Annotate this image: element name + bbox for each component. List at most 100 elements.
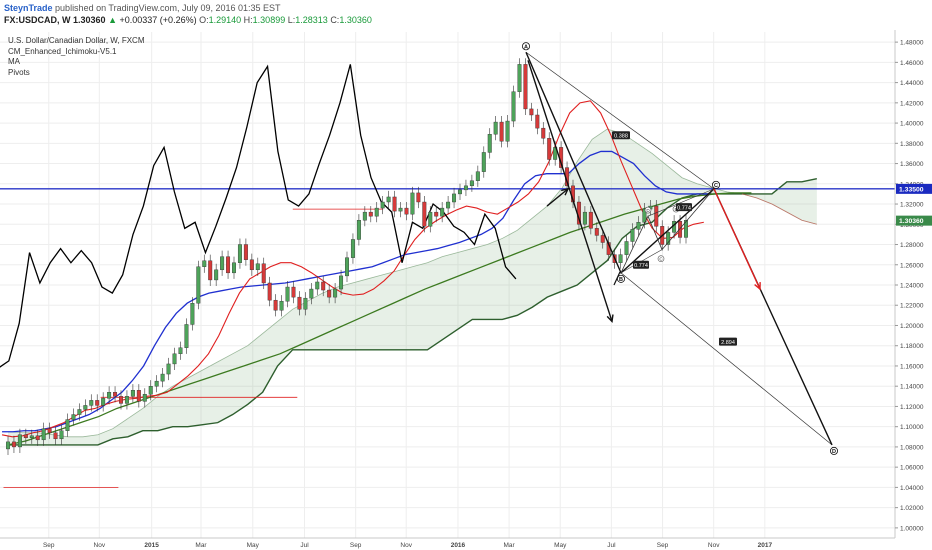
candle-body xyxy=(35,435,40,441)
candle-body xyxy=(624,241,629,255)
candle-body xyxy=(107,392,112,399)
candle-body xyxy=(291,286,296,298)
candle-body xyxy=(130,390,135,397)
candle-body xyxy=(535,114,540,129)
axes-layer: 1.48000 1.46000 1.44000 1.42000 1.40000 1.380… xyxy=(0,30,932,550)
legend-item-ichimoku[interactable]: CM_Enhanced_Ichimoku-V5.1 xyxy=(8,46,117,56)
point-d-label-circle xyxy=(830,446,839,455)
open-value: 1.29140 xyxy=(208,15,242,25)
candle-body xyxy=(636,222,641,230)
candle-body xyxy=(184,324,189,348)
candle-body xyxy=(339,275,344,290)
candle-body xyxy=(386,196,391,203)
cloud-span-a xyxy=(7,128,817,438)
candle-body xyxy=(83,405,88,410)
candle-body xyxy=(505,120,510,142)
candle-body xyxy=(172,353,177,365)
low-label: L: xyxy=(287,15,296,25)
author-name[interactable]: SteynTrade xyxy=(4,3,53,13)
candle-body xyxy=(154,380,159,387)
x-tick-label: 2016 xyxy=(451,542,466,549)
candle-body xyxy=(321,281,326,291)
candle-body xyxy=(142,394,147,402)
x-tick-label: Jul xyxy=(607,542,616,549)
candle-body xyxy=(124,396,129,404)
candle-body xyxy=(434,211,439,217)
candle-body xyxy=(202,260,207,267)
x-tick-label: Sep xyxy=(43,542,55,549)
x-tick-label: Sep xyxy=(657,542,669,549)
candle-body xyxy=(440,207,445,217)
price-chart[interactable]: ABCDDCB0.3882.8940.7740.7741.480001.4600… xyxy=(0,30,932,550)
candle-body xyxy=(416,192,421,203)
candle-body xyxy=(297,296,302,310)
small-point-d-label: D xyxy=(646,208,650,213)
fib-label-ac: 0.388 xyxy=(614,133,628,139)
small-point-c-label-circle xyxy=(657,255,665,262)
point-a-label: A xyxy=(524,44,528,50)
legend-item-pivots[interactable]: Pivots xyxy=(8,67,30,77)
candle-body xyxy=(392,196,397,212)
candle-body xyxy=(214,269,219,281)
fib-label-bd: 2.894 xyxy=(721,340,735,346)
candle-body xyxy=(684,220,688,238)
candle-body xyxy=(511,91,516,122)
y-tick-label: 1.44000 xyxy=(900,80,924,87)
close-value: 1.30360 xyxy=(339,15,372,25)
high-value: 1.30899 xyxy=(252,15,286,25)
candle-body xyxy=(553,147,558,160)
candle-body xyxy=(368,211,373,217)
y-tick-label: 1.38000 xyxy=(900,141,924,148)
point-a-label-circle xyxy=(522,42,531,51)
candle-body xyxy=(273,299,278,311)
x-tick-label: May xyxy=(554,542,567,549)
candle-body xyxy=(59,430,64,440)
candle-body xyxy=(410,192,415,215)
candle-body xyxy=(136,390,141,402)
candle-body xyxy=(458,189,462,195)
candle-body xyxy=(463,185,468,191)
y-tick-label: 1.28000 xyxy=(900,242,924,249)
candle-body xyxy=(261,263,266,284)
x-tick-label: Mar xyxy=(195,542,207,549)
y-tick-label: 1.14000 xyxy=(900,384,924,391)
x-tick-label: 2017 xyxy=(758,542,773,549)
candle-body xyxy=(17,434,22,448)
candle-body xyxy=(71,414,76,420)
fib-connector-ac xyxy=(525,51,715,190)
candle-body xyxy=(642,208,647,223)
y-tick-label: 1.10000 xyxy=(900,424,924,431)
candle-body xyxy=(630,229,635,242)
high-label: H: xyxy=(243,15,253,25)
candle-body xyxy=(541,127,546,139)
candle-body xyxy=(309,288,314,299)
point-d-label: D xyxy=(832,449,836,455)
chart-header: SteynTrade published on TradingView.com,… xyxy=(0,0,932,30)
candle-body xyxy=(285,286,290,302)
chart-legend: U.S. Dollar/Canadian Dollar, W, FXCM CM_… xyxy=(8,36,145,78)
candle-body xyxy=(475,171,480,181)
candle-body xyxy=(499,121,504,142)
candle-body xyxy=(89,400,94,406)
small-point-d-label-circle xyxy=(644,206,652,214)
y-tick-label: 1.40000 xyxy=(900,121,924,128)
last-price: 1.30360 xyxy=(73,15,106,25)
legend-item-ma[interactable]: MA xyxy=(8,57,20,66)
candle-body xyxy=(356,220,361,240)
legend-title: U.S. Dollar/Canadian Dollar, W, FXCM xyxy=(8,36,145,45)
x-tick-label: Nov xyxy=(400,542,412,549)
projection-arrow-red-head xyxy=(754,282,761,291)
price-change: +0.00337 (+0.26%) xyxy=(119,15,197,25)
y-tick-label: 1.48000 xyxy=(900,40,924,47)
x-tick-label: May xyxy=(247,542,260,549)
candle-body xyxy=(47,428,52,433)
candle-body xyxy=(380,201,385,209)
candle-body xyxy=(232,262,236,274)
candle-body xyxy=(220,256,225,271)
y-tick-label: 1.18000 xyxy=(900,343,924,350)
x-tick-label: Sep xyxy=(350,542,362,549)
candle-body xyxy=(11,441,16,448)
candle-body xyxy=(678,221,683,238)
candle-body xyxy=(374,207,379,217)
candle-body xyxy=(600,235,605,243)
